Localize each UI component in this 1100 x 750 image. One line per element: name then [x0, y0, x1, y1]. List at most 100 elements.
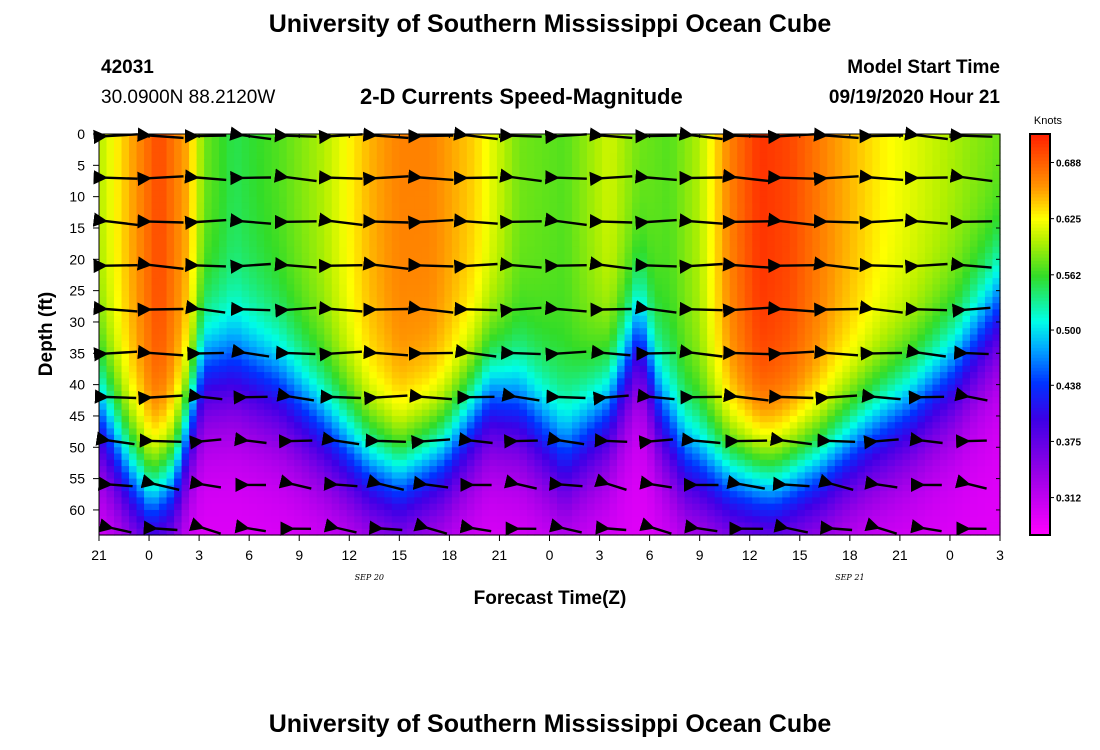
- heatmap-cell: [594, 503, 603, 511]
- heatmap-cell: [309, 384, 318, 392]
- heatmap-cell: [421, 227, 430, 235]
- heatmap-cell: [271, 315, 280, 323]
- heatmap-cell: [451, 422, 460, 430]
- heatmap-cell: [294, 215, 303, 223]
- heatmap-cell: [662, 472, 671, 480]
- heatmap-cell: [294, 296, 303, 304]
- heatmap-cell: [617, 397, 626, 405]
- heatmap-cell: [99, 152, 108, 160]
- heatmap-cell: [219, 422, 228, 430]
- heatmap-cell: [339, 428, 348, 436]
- heatmap-cell: [662, 196, 671, 204]
- heatmap-cell: [624, 328, 633, 336]
- heatmap-cell: [129, 528, 138, 536]
- heatmap-cell: [466, 447, 476, 455]
- heatmap-cell: [181, 472, 190, 480]
- heatmap-cell: [159, 328, 168, 336]
- heatmap-cell: [241, 140, 250, 148]
- heatmap-cell: [316, 240, 325, 248]
- heatmap-cell: [339, 397, 348, 405]
- heatmap-cell: [587, 290, 596, 298]
- heatmap-cell: [632, 397, 641, 405]
- heatmap-cell: [654, 240, 663, 248]
- heatmap-cell: [511, 415, 521, 423]
- heatmap-cell: [151, 315, 160, 323]
- heatmap-cell: [557, 453, 566, 461]
- heatmap-cell: [354, 497, 363, 505]
- heatmap-cell: [459, 453, 468, 461]
- heatmap-cell: [669, 347, 678, 354]
- heatmap-cell: [129, 422, 138, 430]
- heatmap-cell: [174, 397, 183, 405]
- heatmap-cell: [609, 516, 618, 524]
- heatmap-cell: [226, 265, 235, 273]
- heatmap-cell: [301, 453, 310, 461]
- heatmap-cell: [234, 428, 243, 436]
- heatmap-cell: [602, 365, 611, 373]
- heatmap-cell: [294, 434, 303, 442]
- heatmap-cell: [414, 234, 423, 242]
- heatmap-cell: [286, 491, 295, 499]
- heatmap-cell: [211, 146, 220, 154]
- heatmap-cell: [316, 403, 325, 411]
- heatmap-cell: [219, 353, 228, 361]
- heatmap-cell: [331, 184, 340, 191]
- heatmap-cell: [391, 478, 400, 486]
- heatmap-cell: [271, 190, 280, 198]
- heatmap-cell: [211, 227, 220, 235]
- heatmap-cell: [481, 184, 491, 191]
- heatmap-cell: [654, 246, 663, 254]
- heatmap-cell: [406, 321, 415, 329]
- heatmap-cell: [151, 340, 160, 348]
- heatmap-cell: [151, 309, 160, 317]
- heatmap-cell: [587, 484, 596, 492]
- heatmap-cell: [301, 365, 310, 373]
- heatmap-cell: [534, 271, 543, 279]
- heatmap-cell: [466, 353, 476, 361]
- heatmap-cell: [677, 484, 686, 492]
- heatmap-cell: [361, 290, 370, 298]
- heatmap-cell: [384, 271, 393, 279]
- heatmap-cell: [384, 472, 393, 480]
- heatmap-cell: [121, 221, 130, 229]
- heatmap-cell: [496, 503, 506, 511]
- heatmap-cell: [459, 159, 468, 166]
- heatmap-cell: [474, 190, 483, 198]
- heatmap-cell: [166, 409, 175, 417]
- heatmap-cell: [361, 397, 370, 405]
- heatmap-cell: [211, 152, 220, 160]
- heatmap-cell: [496, 309, 506, 317]
- heatmap-cell: [99, 209, 108, 217]
- heatmap-cell: [286, 234, 295, 242]
- heatmap-cell: [316, 434, 325, 442]
- heatmap-cell: [444, 441, 453, 448]
- heatmap-cell: [436, 372, 445, 379]
- heatmap-cell: [271, 409, 280, 417]
- heatmap-cell: [166, 284, 175, 292]
- heatmap-cell: [639, 434, 648, 442]
- heatmap-cell: [301, 171, 310, 179]
- heatmap-cell: [279, 422, 288, 430]
- heatmap-cell: [384, 215, 393, 223]
- heatmap-cell: [602, 221, 611, 229]
- heatmap-cell: [519, 296, 528, 304]
- heatmap-cell: [557, 428, 566, 436]
- heatmap-cell: [399, 140, 408, 148]
- heatmap-cell: [324, 372, 333, 379]
- heatmap-cell: [241, 340, 250, 348]
- heatmap-cell: [624, 384, 633, 392]
- heatmap-cell: [459, 466, 468, 473]
- heatmap-cell: [511, 372, 521, 379]
- heatmap-cell: [226, 434, 235, 442]
- heatmap-cell: [617, 365, 626, 373]
- heatmap-cell: [391, 347, 400, 354]
- heatmap-cell: [632, 491, 641, 499]
- heatmap-cell: [617, 321, 626, 329]
- heatmap-cell: [376, 184, 385, 191]
- heatmap-cell: [99, 378, 108, 386]
- heatmap-cell: [677, 240, 686, 248]
- heatmap-cell: [159, 215, 168, 223]
- heatmap-cell: [451, 159, 460, 166]
- heatmap-cell: [429, 466, 438, 473]
- heatmap-cell: [587, 384, 596, 392]
